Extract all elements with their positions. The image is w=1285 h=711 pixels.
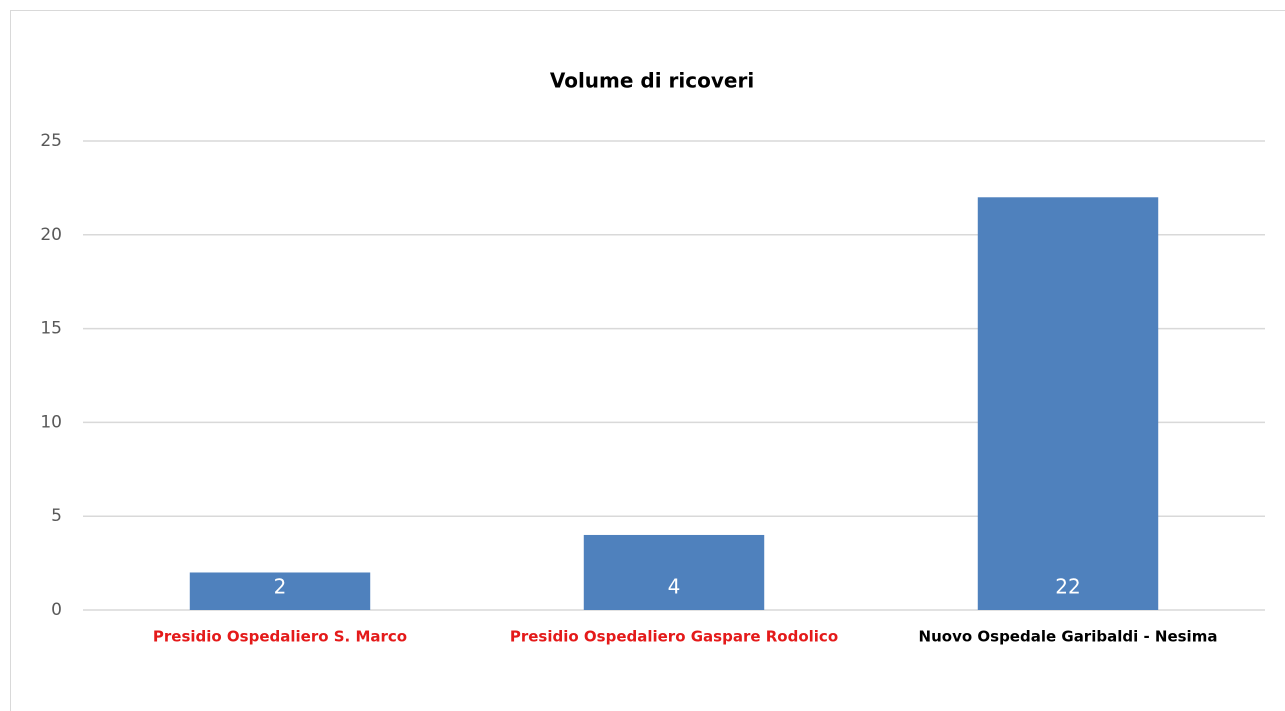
bar	[189, 572, 371, 610]
y-tick-label: 0	[51, 600, 62, 620]
data-label: 4	[668, 575, 681, 599]
y-tick-label: 15	[40, 319, 62, 339]
chart-title: Volume di ricoveri	[550, 69, 754, 93]
x-tick-label: Presidio Ospedaliero Gaspare Rodolico	[510, 628, 838, 646]
y-tick-label: 20	[40, 225, 62, 245]
y-tick-label: 5	[51, 506, 62, 526]
bar	[583, 534, 765, 610]
bar	[977, 197, 1159, 610]
x-tick-label: Nuovo Ospedale Garibaldi - Nesima	[919, 628, 1218, 646]
data-label: 2	[274, 575, 287, 599]
x-tick-label: Presidio Ospedaliero S. Marco	[153, 628, 407, 646]
y-tick-label: 25	[40, 131, 62, 151]
data-label: 22	[1055, 575, 1080, 599]
y-tick-label: 10	[40, 412, 62, 432]
